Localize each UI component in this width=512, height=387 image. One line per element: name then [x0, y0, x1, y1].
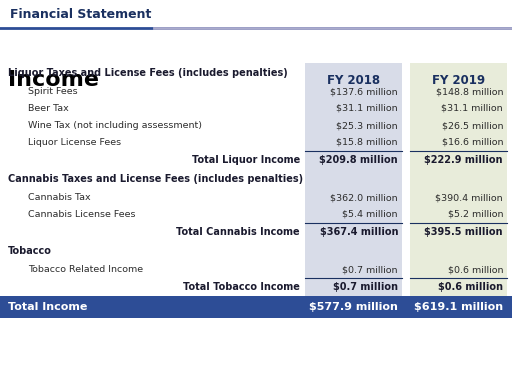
- Bar: [0, 318, 512, 387]
- Text: $577.9 million: $577.9 million: [309, 302, 398, 312]
- Text: $148.8 million: $148.8 million: [436, 87, 503, 96]
- Text: $0.6 million: $0.6 million: [447, 265, 503, 274]
- Text: $15.8 million: $15.8 million: [336, 138, 398, 147]
- Text: Liquor License Fees: Liquor License Fees: [28, 138, 121, 147]
- Text: Total Cannabis Income: Total Cannabis Income: [176, 227, 300, 237]
- Text: Total Income: Total Income: [8, 302, 88, 312]
- Bar: [0, 296, 512, 318]
- Bar: [410, 63, 507, 318]
- Text: $390.4 million: $390.4 million: [435, 193, 503, 202]
- Text: $0.7 million: $0.7 million: [343, 265, 398, 274]
- Text: FY 2018: FY 2018: [327, 74, 380, 87]
- Text: $222.9 million: $222.9 million: [424, 155, 503, 165]
- Text: $5.4 million: $5.4 million: [343, 210, 398, 219]
- Bar: [305, 63, 402, 318]
- Text: $209.8 million: $209.8 million: [319, 155, 398, 165]
- Text: $619.1 million: $619.1 million: [414, 302, 503, 312]
- Text: Cannabis License Fees: Cannabis License Fees: [28, 210, 136, 219]
- Text: FY 2019: FY 2019: [432, 74, 485, 87]
- Text: Income: Income: [8, 70, 99, 91]
- Text: $137.6 million: $137.6 million: [330, 87, 398, 96]
- Text: $31.1 million: $31.1 million: [336, 104, 398, 113]
- Text: $0.6 million: $0.6 million: [438, 282, 503, 292]
- Text: $31.1 million: $31.1 million: [441, 104, 503, 113]
- Text: Wine Tax (not including assessment): Wine Tax (not including assessment): [28, 121, 202, 130]
- Text: Cannabis Taxes and License Fees (includes penalties): Cannabis Taxes and License Fees (include…: [8, 174, 303, 184]
- Text: Total Tobacco Income: Total Tobacco Income: [183, 282, 300, 292]
- Text: $5.2 million: $5.2 million: [447, 210, 503, 219]
- Text: $26.5 million: $26.5 million: [441, 121, 503, 130]
- Text: $395.5 million: $395.5 million: [424, 227, 503, 237]
- Text: Spirit Fees: Spirit Fees: [28, 87, 78, 96]
- Text: Beer Tax: Beer Tax: [28, 104, 69, 113]
- Text: $0.7 million: $0.7 million: [333, 282, 398, 292]
- Text: $25.3 million: $25.3 million: [336, 121, 398, 130]
- Text: $367.4 million: $367.4 million: [319, 227, 398, 237]
- Text: Total Liquor Income: Total Liquor Income: [192, 155, 300, 165]
- FancyBboxPatch shape: [0, 0, 512, 28]
- Text: Tobacco Related Income: Tobacco Related Income: [28, 265, 143, 274]
- Text: Cannabis Tax: Cannabis Tax: [28, 193, 91, 202]
- Text: Liquor Taxes and License Fees (includes penalties): Liquor Taxes and License Fees (includes …: [8, 68, 288, 78]
- Text: $362.0 million: $362.0 million: [330, 193, 398, 202]
- Text: $16.6 million: $16.6 million: [441, 138, 503, 147]
- Text: Financial Statement: Financial Statement: [10, 7, 152, 21]
- Text: Tobacco: Tobacco: [8, 246, 52, 256]
